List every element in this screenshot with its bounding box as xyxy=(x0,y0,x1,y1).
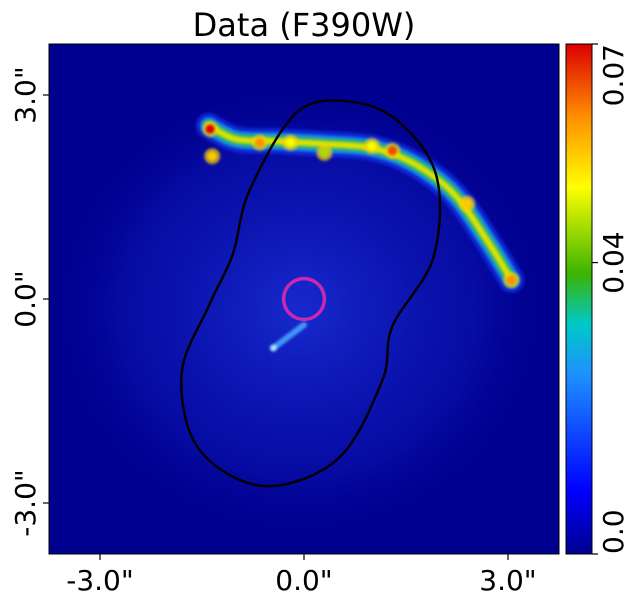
y-axis-ticks: -3.0" 0.0" 3.0" xyxy=(9,66,49,537)
colorbar: 0.0 0.04 0.07 xyxy=(565,43,630,555)
x-tick-label: 3.0" xyxy=(479,564,536,597)
faint-source-peak xyxy=(269,344,277,352)
arc-knots xyxy=(202,121,520,288)
knot-2 xyxy=(207,151,217,161)
faint-source-streak xyxy=(270,321,307,351)
knot-5 xyxy=(319,148,329,158)
x-axis-ticks: -3.0" 0.0" 3.0" xyxy=(66,554,537,597)
colorbar-gradient xyxy=(565,43,593,555)
y-tick-label: 0.0" xyxy=(9,270,42,327)
source-position-circle xyxy=(281,276,327,322)
knot-3 xyxy=(255,138,265,148)
colorbar-ticks: 0.0 0.04 0.07 xyxy=(592,43,630,555)
knot-8 xyxy=(462,199,472,209)
knot-9 xyxy=(506,275,516,285)
knot-7 xyxy=(387,146,397,156)
plot-area xyxy=(49,44,559,554)
y-tick-label: 3.0" xyxy=(9,66,42,123)
colorbar-tick-label: 0.0 xyxy=(597,509,630,554)
knot-4 xyxy=(285,138,295,148)
chart-title: Data (F390W) xyxy=(193,6,416,44)
critical-curve xyxy=(180,99,442,488)
knot-6 xyxy=(367,141,377,151)
colorbar-tick-label: 0.04 xyxy=(597,231,630,293)
faint-source xyxy=(269,321,307,352)
y-tick-label: -3.0" xyxy=(9,469,42,537)
noise-glow xyxy=(49,75,555,545)
x-tick-label: 0.0" xyxy=(275,564,332,597)
colorbar-tick-label: 0.07 xyxy=(597,44,630,106)
knot-1 xyxy=(205,124,215,134)
x-tick-label: -3.0" xyxy=(66,564,134,597)
